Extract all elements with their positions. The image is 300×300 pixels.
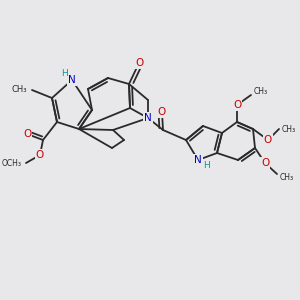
Text: CH₃: CH₃	[280, 172, 294, 182]
Text: N: N	[194, 155, 202, 165]
Text: O: O	[36, 150, 44, 160]
Text: O: O	[158, 107, 166, 117]
Text: N: N	[68, 75, 76, 85]
Text: CH₃: CH₃	[11, 85, 27, 94]
Text: H: H	[202, 160, 209, 169]
Text: O: O	[135, 58, 143, 68]
Text: CH₃: CH₃	[282, 124, 296, 134]
Text: H: H	[61, 70, 68, 79]
Text: O: O	[264, 135, 272, 145]
Text: O: O	[261, 158, 269, 168]
Text: OCH₃: OCH₃	[2, 158, 22, 167]
Text: CH₃: CH₃	[254, 86, 268, 95]
Text: N: N	[144, 113, 152, 123]
Text: O: O	[23, 129, 31, 139]
Text: O: O	[233, 100, 241, 110]
